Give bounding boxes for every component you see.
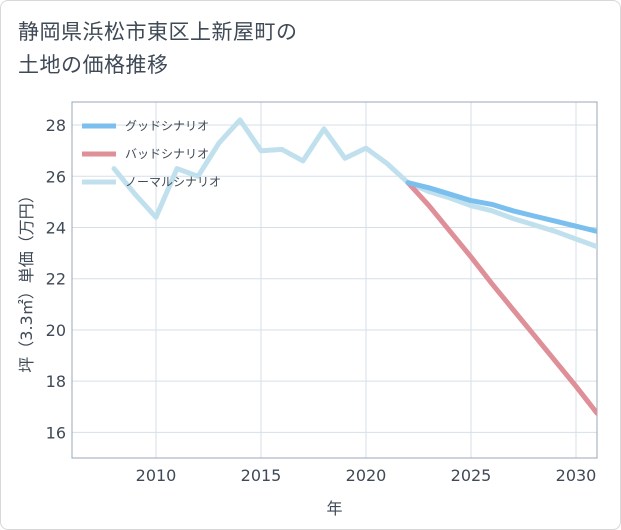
legend-label-1: バッドシナリオ xyxy=(125,147,209,161)
legend-label-2: ノーマルシナリオ xyxy=(125,175,221,189)
plot-frame xyxy=(71,101,598,459)
series-line-1 xyxy=(405,180,597,416)
legend-item-2[interactable]: ノーマルシナリオ xyxy=(82,175,221,189)
y-tick-label-24: 24 xyxy=(46,218,66,237)
x-tick-label-2020: 2020 xyxy=(346,466,387,485)
y-tick-label-18: 18 xyxy=(46,372,66,391)
y-tick-label-22: 22 xyxy=(46,270,66,289)
series-layer xyxy=(111,117,597,416)
x-tick-label-2030: 2030 xyxy=(556,466,597,485)
y-tick-label-28: 28 xyxy=(46,116,66,135)
x-tick-label-2015: 2015 xyxy=(241,466,282,485)
legend-item-0[interactable]: グッドシナリオ xyxy=(82,119,209,133)
y-tick-label-20: 20 xyxy=(46,321,66,340)
title-line-2: 土地の価格推移 xyxy=(18,53,169,77)
x-tick-label-2010: 2010 xyxy=(136,466,177,485)
x-tick-label-2025: 2025 xyxy=(451,466,492,485)
grid xyxy=(72,102,597,458)
page-title: 静岡県浜松市東区上新屋町の 土地の価格推移 xyxy=(18,16,298,82)
y-axis-title: 坪（3.3㎡）単価（万円） xyxy=(17,187,36,372)
legend-label-0: グッドシナリオ xyxy=(125,119,209,133)
tick-labels: 2010 2015 2020 2025 2030 16 18 20 22 24 26 28 xyxy=(46,116,597,485)
x-axis-title: 年 xyxy=(326,499,342,518)
series-line-0 xyxy=(405,180,597,234)
y-tick-label-26: 26 xyxy=(46,167,66,186)
series-line-2 xyxy=(111,117,597,250)
y-tick-label-16: 16 xyxy=(46,423,66,442)
legend-item-1[interactable]: バッドシナリオ xyxy=(82,147,209,161)
title-line-1: 静岡県浜松市東区上新屋町の xyxy=(18,20,298,44)
